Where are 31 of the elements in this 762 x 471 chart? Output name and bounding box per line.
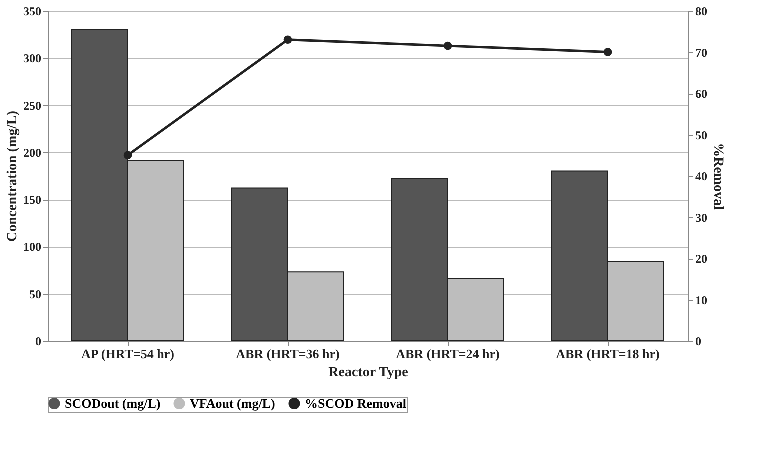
y2-tick-label: 60 xyxy=(696,87,708,101)
y-tick-label: 350 xyxy=(24,4,42,18)
x-tick-label: ABR (HRT=36 hr) xyxy=(236,346,340,362)
x-tick-label: ABR (HRT=24 hr) xyxy=(396,346,500,362)
y-tick-label: 150 xyxy=(24,193,42,208)
y2-tick-label: 0 xyxy=(696,334,702,348)
y2-tick-label: 10 xyxy=(696,293,708,308)
y-tick-label: 0 xyxy=(36,334,42,348)
y2-tick-label: 30 xyxy=(696,210,708,225)
y2-tick-label: 70 xyxy=(696,46,708,60)
x-tick-label: AP (HRT=54 hr) xyxy=(82,346,174,362)
y-tick-label: 300 xyxy=(24,52,42,66)
point xyxy=(124,151,132,160)
y-axis-title: Concentration (mg/L) xyxy=(6,110,20,242)
y-tick-label: 200 xyxy=(24,146,42,160)
y-tick-label: 100 xyxy=(24,240,42,254)
point xyxy=(604,48,612,56)
legend-label: SCODout (mg/L) xyxy=(65,396,161,411)
x-tick-label: ABR (HRT=18 hr) xyxy=(556,346,660,362)
x-axis-title: Reactor Type xyxy=(328,366,408,380)
legend-label: VFAout (mg/L) xyxy=(190,396,276,411)
y2-axis-title: %Removal xyxy=(710,143,726,210)
legend-label: %SCOD Removal xyxy=(305,396,407,411)
y-tick-label: 50 xyxy=(30,287,42,302)
point xyxy=(444,42,452,50)
point xyxy=(284,36,292,44)
y2-tick-label: 20 xyxy=(696,252,708,266)
y2-tick-label: 50 xyxy=(696,128,708,142)
y2-tick-label: 80 xyxy=(696,4,708,18)
y2-tick-label: 40 xyxy=(696,170,708,184)
y-tick-label: 250 xyxy=(24,98,42,113)
